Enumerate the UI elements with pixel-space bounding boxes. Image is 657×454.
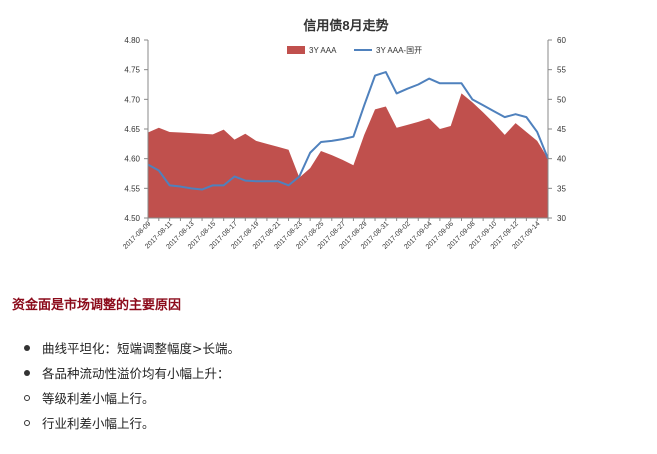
legend-label: 3Y AAA [309, 46, 337, 55]
y2-tick-label: 55 [557, 66, 566, 75]
section-heading: 资金面是市场调整的主要原因 [12, 298, 182, 313]
y2-tick-label: 35 [557, 184, 566, 193]
bullet-item: 等级利差小幅上行。 [22, 386, 240, 411]
bullet-text: 曲线平坦化：短端调整幅度>长端。 [42, 341, 240, 356]
y2-tick-label: 40 [557, 155, 566, 164]
y2-tick-label: 50 [557, 95, 566, 104]
y2-tick-label: 30 [557, 214, 566, 223]
y2-tick-label: 45 [557, 125, 566, 134]
bullet-disc-icon [24, 345, 30, 351]
y-tick-label: 4.80 [124, 36, 140, 45]
chart-title: 信用债8月走势 [303, 18, 388, 33]
chart-container: 信用债8月走势 3Y AAA 3Y AAA-国开 4.50 4.55 4.60 4.65 4.… [122, 18, 566, 251]
y2-tick-label: 60 [557, 36, 566, 45]
bullet-text: 各品种流动性溢价均有小幅上升： [42, 366, 230, 381]
y-tick-label: 4.50 [124, 214, 140, 223]
y-tick-label: 4.55 [124, 184, 140, 193]
bullet-list: 曲线平坦化：短端调整幅度>长端。 各品种流动性溢价均有小幅上升： 等级利差小幅上… [22, 336, 240, 436]
bullet-text: 等级利差小幅上行。 [42, 391, 155, 406]
chart: 信用债8月走势 3Y AAA 3Y AAA-国开 4.50 4.55 4.60 4.65 4.… [122, 18, 566, 251]
series-area-3y-aaa [148, 93, 548, 218]
legend-label: 3Y AAA-国开 [376, 46, 422, 55]
bullet-circle-icon [24, 395, 30, 401]
bullet-text: 行业利差小幅上行。 [42, 416, 155, 431]
legend-swatch-area [287, 46, 305, 54]
y-tick-label: 4.75 [124, 66, 140, 75]
series-line-3y-aaa-guokai [147, 71, 549, 191]
y-tick-label: 4.65 [124, 125, 140, 134]
y-tick-label: 4.60 [124, 155, 140, 164]
bullet-item: 曲线平坦化：短端调整幅度>长端。 [22, 336, 240, 361]
bullet-circle-icon [24, 420, 30, 426]
bullet-item: 各品种流动性溢价均有小幅上升： [22, 361, 240, 386]
bullet-disc-icon [24, 370, 30, 376]
y-tick-label: 4.70 [124, 95, 140, 104]
bullet-item: 行业利差小幅上行。 [22, 411, 240, 436]
